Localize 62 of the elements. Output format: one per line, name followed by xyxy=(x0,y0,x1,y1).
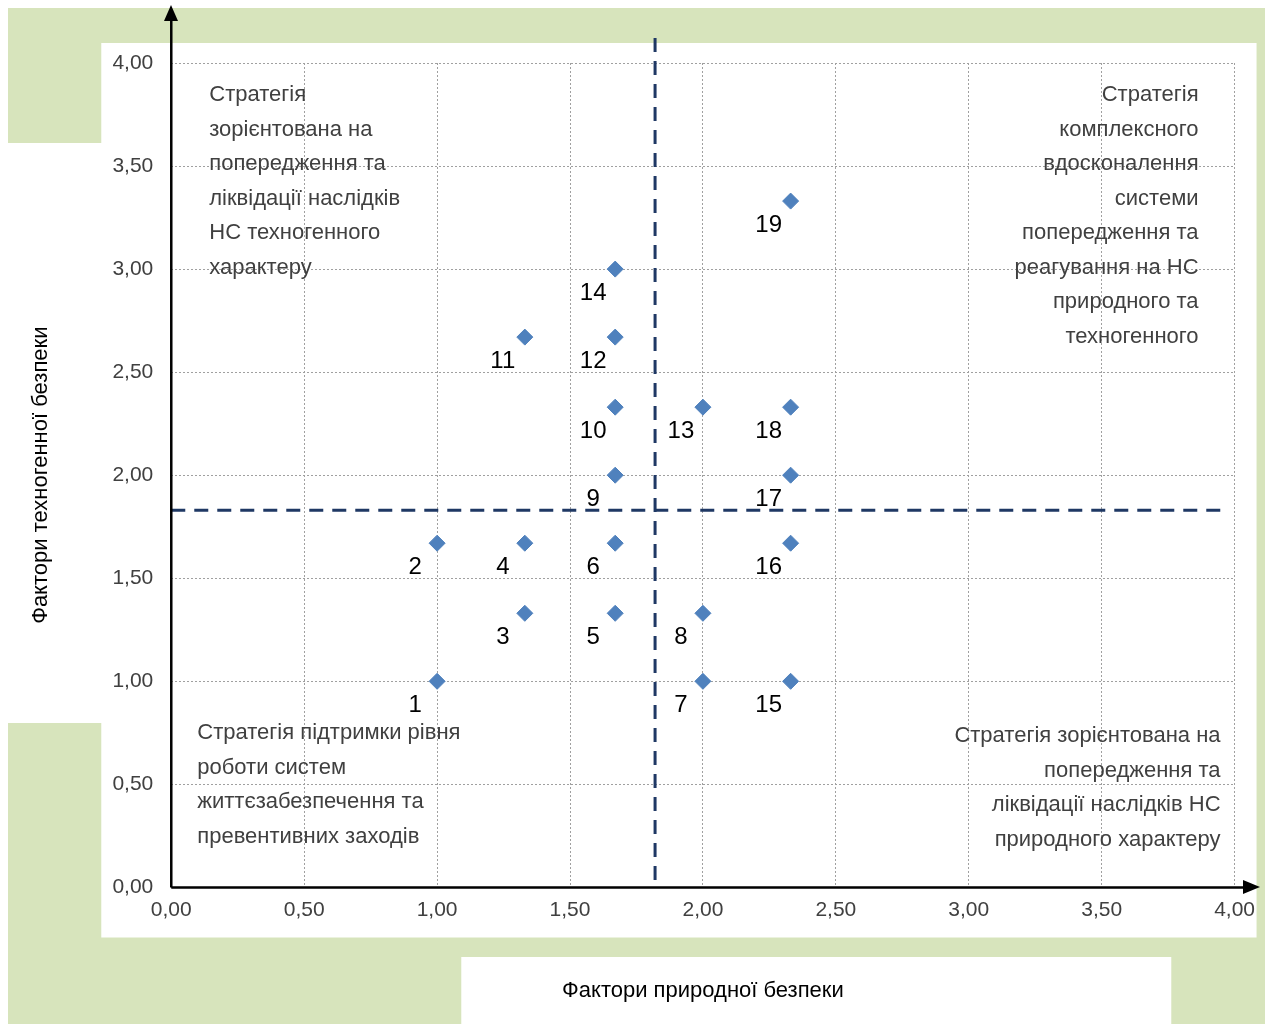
annotation: 15 xyxy=(755,689,782,717)
annotation: 5 xyxy=(586,621,600,649)
y-tick-label: 1,50 xyxy=(112,565,154,589)
x-tick-label: 3,50 xyxy=(1081,896,1123,920)
point xyxy=(694,604,712,622)
point xyxy=(694,672,712,690)
y-tick-label: 3,00 xyxy=(112,255,154,279)
point xyxy=(782,192,800,210)
annotation: 4 xyxy=(496,551,510,579)
x-tick-label: 2,00 xyxy=(682,896,724,920)
point xyxy=(782,672,800,690)
annotation: 13 xyxy=(667,415,695,443)
point xyxy=(782,534,800,552)
annotation: 14 xyxy=(579,277,607,305)
point xyxy=(606,604,624,622)
annotation: 10 xyxy=(579,415,607,443)
annotation: 12 xyxy=(579,345,607,373)
annotation: Стратегія підтримки рівня роботи систем життєзабезпечення та превентивних заходів xyxy=(197,719,461,848)
annotation: Стратегія комплексного вдосконалення системи попередження та реагування на НС природного та техногенного xyxy=(1014,81,1200,348)
y-tick-label: 0,50 xyxy=(112,771,154,795)
x-tick-label: 4,00 xyxy=(1214,896,1255,920)
point xyxy=(516,328,534,346)
x-tick-label: 3,00 xyxy=(948,896,990,920)
annotation: Стратегія зорієнтована на попередження та ліквідації наслідків НС природного характеру xyxy=(954,722,1222,851)
annotation: 1 xyxy=(408,689,422,717)
annotation: 17 xyxy=(755,483,782,511)
point xyxy=(516,534,534,552)
x-tick-label: 0,00 xyxy=(150,896,192,920)
point xyxy=(606,534,624,552)
y-tick-label: 2,50 xyxy=(112,358,154,382)
point xyxy=(606,398,624,416)
annotation: Стратегія зорієнтована на попередження та ліквідації наслідків НС техногенного характеру xyxy=(209,81,401,279)
y-tick-label: 0,00 xyxy=(112,874,154,898)
x-tick-label: 1,50 xyxy=(549,896,591,920)
point xyxy=(606,260,624,278)
point xyxy=(694,398,712,416)
y-tick-label: 4,00 xyxy=(112,49,154,73)
point xyxy=(516,604,534,622)
annotation: 9 xyxy=(586,483,600,511)
point xyxy=(428,534,446,552)
annotation: 11 xyxy=(490,345,516,373)
point xyxy=(606,328,624,346)
y-tick-label: 2,00 xyxy=(112,462,154,485)
point xyxy=(428,672,446,690)
x-tick-label: 1,00 xyxy=(416,896,458,920)
annotation: 19 xyxy=(755,209,782,237)
annotation: 7 xyxy=(674,689,688,717)
point xyxy=(782,398,800,416)
point xyxy=(606,466,624,484)
x-axis-title: Фактори природної безпеки xyxy=(562,976,844,1002)
annotation: 16 xyxy=(755,551,782,579)
annotation: 18 xyxy=(755,415,782,443)
annotation: 2 xyxy=(408,551,422,579)
annotation: 8 xyxy=(674,621,688,649)
point xyxy=(782,466,800,484)
y-tick-label: 3,50 xyxy=(112,152,154,176)
y-tick-label: 1,00 xyxy=(112,668,154,692)
x-tick-label: 0,50 xyxy=(283,896,325,920)
x-tick-label: 2,50 xyxy=(815,896,857,920)
annotation: 6 xyxy=(586,551,600,579)
annotation: 3 xyxy=(496,621,510,649)
y-axis-title: Фактори техногенної безпеки xyxy=(27,326,53,624)
